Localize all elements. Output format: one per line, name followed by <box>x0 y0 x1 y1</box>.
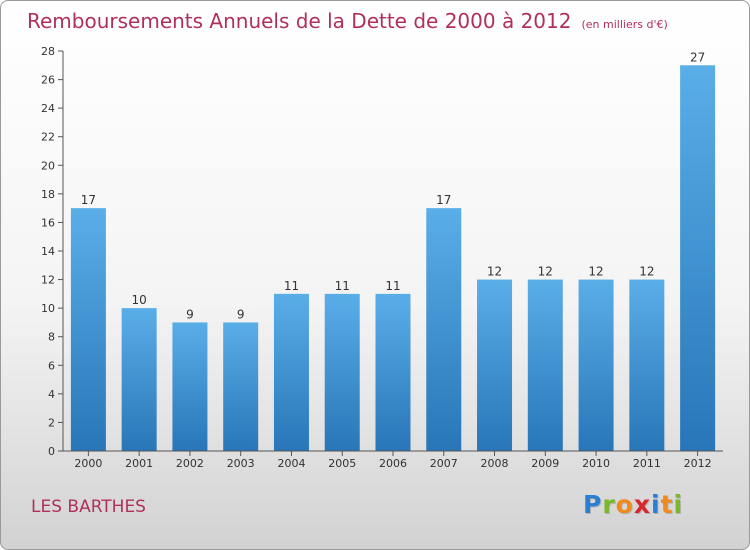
data-label: 11 <box>284 279 299 293</box>
data-label: 12 <box>538 265 553 279</box>
bar <box>223 322 259 451</box>
y-tick-label: 28 <box>41 45 55 58</box>
bar <box>477 279 513 451</box>
logo-letter: i <box>673 490 684 519</box>
y-tick-label: 14 <box>41 245 55 258</box>
commune-name: LES BARTHES <box>31 497 146 517</box>
y-tick-label: 6 <box>48 359 55 372</box>
data-label: 17 <box>81 193 96 207</box>
bar <box>680 65 716 452</box>
data-label: 17 <box>436 193 451 207</box>
bar <box>629 279 665 451</box>
x-tick-label: 2010 <box>582 457 610 470</box>
x-tick-label: 2003 <box>227 457 255 470</box>
y-tick-label: 4 <box>48 388 55 401</box>
x-tick-label: 2011 <box>633 457 661 470</box>
title-text: Remboursements Annuels de la Dette de 20… <box>27 9 572 33</box>
data-label: 11 <box>335 279 350 293</box>
logo-letter: r <box>602 490 616 519</box>
logo-letter: t <box>660 490 674 519</box>
x-tick-label: 2002 <box>176 457 204 470</box>
logo-letter: P <box>583 490 603 519</box>
bar <box>375 293 411 451</box>
data-label: 12 <box>487 265 502 279</box>
unit-label: (en milliers d'€) <box>581 18 668 31</box>
y-tick-label: 2 <box>48 416 55 429</box>
bar <box>121 308 157 451</box>
x-tick-label: 2009 <box>531 457 559 470</box>
logo-letter: i <box>651 490 661 519</box>
data-label: 12 <box>639 265 654 279</box>
y-tick-label: 0 <box>48 445 55 458</box>
data-label: 9 <box>237 307 245 321</box>
y-tick-label: 18 <box>41 188 55 201</box>
y-tick-label: 22 <box>41 131 55 144</box>
y-tick-label: 16 <box>41 216 55 229</box>
y-tick-label: 24 <box>41 102 55 115</box>
bar <box>70 208 106 451</box>
proxiti-logo: Proxiti <box>583 490 683 519</box>
data-label: 10 <box>132 293 147 307</box>
data-label: 9 <box>186 307 194 321</box>
y-tick-label: 26 <box>41 74 55 87</box>
bar <box>273 293 309 451</box>
data-label: 27 <box>690 50 705 64</box>
data-label: 11 <box>385 279 400 293</box>
logo-letter: x <box>633 490 651 519</box>
x-tick-label: 2007 <box>430 457 458 470</box>
y-tick-label: 12 <box>41 274 55 287</box>
y-tick-label: 8 <box>48 331 55 344</box>
bar <box>426 208 462 451</box>
bars-layer: 17 10 9 9 11 11 11 17 12 12 12 12 27 <box>70 50 716 452</box>
data-label: 12 <box>588 265 603 279</box>
x-tick-label: 2006 <box>379 457 407 470</box>
x-tick-label: 2012 <box>684 457 712 470</box>
y-tick-label: 20 <box>41 159 55 172</box>
bar <box>578 279 614 451</box>
x-tick-label: 2008 <box>481 457 509 470</box>
logo-letter: o <box>615 490 634 519</box>
y-tick-label: 10 <box>41 302 55 315</box>
bar <box>527 279 563 451</box>
x-tick-label: 2004 <box>277 457 305 470</box>
chart-title: Remboursements Annuels de la Dette de 20… <box>27 9 668 33</box>
x-tick-label: 2001 <box>125 457 153 470</box>
x-tick-label: 2005 <box>328 457 356 470</box>
x-tick-label: 2000 <box>74 457 102 470</box>
bar <box>324 293 360 451</box>
bar <box>172 322 208 451</box>
